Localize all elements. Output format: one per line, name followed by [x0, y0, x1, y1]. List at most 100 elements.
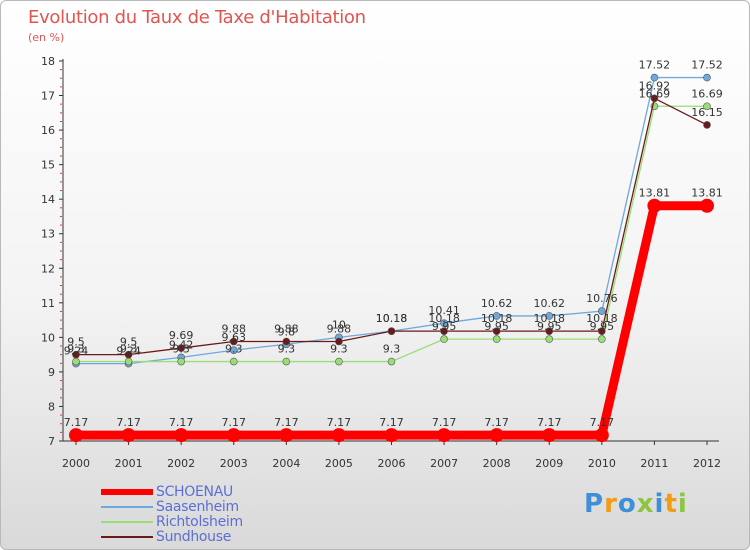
data-label: 13.81	[691, 187, 723, 200]
data-label: 9.95	[590, 320, 615, 333]
logo-letter: o	[617, 489, 637, 519]
data-label: 17.52	[691, 59, 723, 72]
data-label: 9.8	[278, 325, 296, 338]
data-point	[279, 428, 294, 443]
data-point	[229, 346, 238, 354]
data-label: 9.3	[278, 343, 296, 356]
legend-label-richtolsheim: Richtolsheim	[156, 514, 243, 530]
data-label: 7.17	[116, 416, 141, 429]
data-point	[124, 357, 133, 366]
data-label: 10.76	[586, 292, 618, 305]
data-label: 16.92	[639, 79, 671, 92]
x-tick-label: 2009	[535, 457, 563, 470]
data-label: 10.41	[428, 304, 460, 317]
data-point	[387, 357, 396, 366]
y-tick-label: 13	[41, 228, 55, 241]
data-label: 9.3	[225, 343, 243, 356]
x-tick-label: 2006	[378, 457, 406, 470]
data-point	[440, 335, 448, 343]
x-tick-label: 2000	[62, 457, 90, 470]
x-tick-label: 2007	[430, 457, 458, 470]
x-tick-label: 2010	[588, 457, 616, 470]
x-tick-label: 2005	[325, 457, 353, 470]
y-tick-label: 18	[41, 55, 55, 68]
y-tick-label: 8	[48, 400, 55, 413]
data-label: 10.18	[534, 312, 566, 325]
y-tick-label: 16	[41, 124, 55, 137]
data-label: 7.17	[379, 416, 404, 429]
data-point	[703, 73, 711, 82]
x-tick-label: 2012	[693, 457, 721, 470]
data-point	[492, 335, 501, 343]
data-label: 7.17	[222, 416, 247, 429]
data-label: 16.69	[639, 87, 671, 100]
data-point	[384, 428, 399, 443]
data-point	[647, 198, 662, 213]
logo-letter: x	[636, 489, 655, 519]
data-label: 7.17	[169, 416, 194, 429]
data-point	[492, 327, 501, 335]
x-tick-label: 2011	[640, 457, 668, 470]
legend-label-sundhouse: Sundhouse	[156, 529, 232, 545]
data-label: 9.95	[537, 320, 562, 333]
logo-letter: P	[584, 489, 605, 519]
y-tick-label: 12	[41, 262, 55, 275]
data-label: 9.3	[120, 343, 138, 356]
data-point	[492, 312, 501, 320]
data-point	[177, 357, 185, 366]
data-label: 9.3	[172, 343, 190, 356]
data-label: 13.81	[639, 187, 671, 200]
data-point	[598, 335, 606, 343]
legend-swatch-richtolsheim	[101, 521, 153, 523]
x-tick-label: 2001	[115, 457, 143, 470]
data-point	[174, 428, 189, 443]
data-point	[650, 94, 659, 103]
data-point	[229, 357, 238, 366]
y-tick-label: 14	[41, 193, 55, 206]
x-tick-label: 2003	[220, 457, 248, 470]
data-point	[594, 428, 609, 443]
data-point	[177, 344, 185, 352]
data-point	[650, 73, 659, 82]
data-label: 9.3	[383, 343, 401, 356]
logo-letter: i	[677, 489, 688, 519]
data-label: 7.17	[327, 416, 352, 429]
data-point	[545, 335, 554, 343]
data-point	[121, 428, 136, 443]
data-label: 7.17	[590, 416, 615, 429]
data-point	[72, 350, 80, 359]
data-point	[69, 428, 83, 443]
data-point	[282, 337, 291, 346]
data-point	[598, 307, 606, 315]
data-label: 17.52	[639, 59, 671, 72]
data-point	[335, 357, 343, 366]
legend-label-schoenau: SCHOENAU	[156, 484, 233, 500]
y-tick-label: 11	[41, 297, 55, 310]
data-point	[545, 327, 554, 335]
x-tick-label: 2008	[483, 457, 511, 470]
data-label: 10.18	[376, 312, 408, 325]
data-label: 7.17	[64, 416, 89, 429]
data-point	[335, 337, 343, 346]
data-label: 9.88	[274, 323, 299, 336]
chart-title: Evolution du Taux de Taxe d'Habitation	[28, 7, 366, 28]
data-label: 9.42	[169, 338, 194, 351]
x-tick-label: 2004	[272, 457, 300, 470]
data-point	[72, 357, 80, 366]
legend-label-saasenheim: Saasenheim	[156, 499, 239, 515]
data-label: 7.17	[274, 416, 299, 429]
data-point	[440, 327, 448, 335]
data-label: 16.15	[691, 106, 723, 119]
data-label: 9.24	[116, 345, 141, 358]
data-point	[437, 428, 452, 443]
logo-letter: r	[604, 489, 618, 519]
data-label: 9.63	[222, 331, 247, 344]
data-point	[226, 428, 241, 443]
data-label: 10	[332, 318, 346, 331]
data-point	[124, 350, 133, 359]
data-point	[282, 357, 291, 366]
data-label: 10.18	[586, 312, 618, 325]
data-label: 16.69	[691, 87, 723, 100]
